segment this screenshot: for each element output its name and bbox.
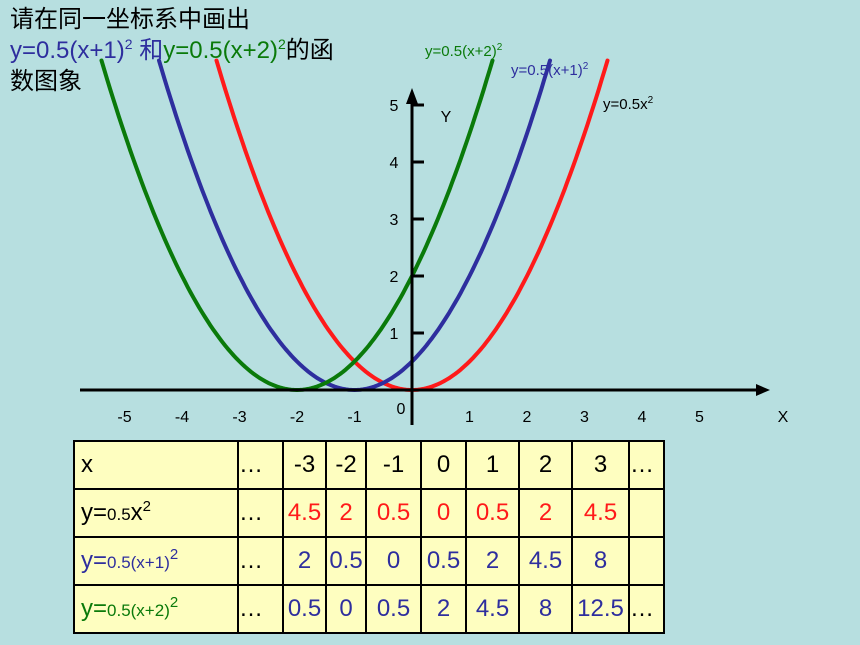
series-label-exponent: 2 <box>647 95 654 106</box>
y-value-cell: 8 <box>571 536 630 586</box>
value-table: x… -3 -2 -1 0 1 2 3… y=0.5x2… 4.5 2 0.5 0 0.5 2 4.5 y=0.… <box>73 440 665 634</box>
statement-line-1: 请在同一坐标系中画出 <box>10 5 250 33</box>
ellipsis-cell: … <box>237 440 284 490</box>
ellipsis-cell: … <box>237 536 284 586</box>
series-label-3: y=0.5(x+2)2 <box>425 42 503 61</box>
y-value-cell: 0 <box>420 488 467 538</box>
ellipsis-cell: … <box>628 584 665 634</box>
x-value-cell: 2 <box>518 440 573 490</box>
y-tick-label: 2 <box>390 269 399 286</box>
function-1-label: y=0.5(x+1) <box>10 37 125 64</box>
row-function-label: y=0.5(x+1)2 <box>73 536 239 586</box>
table-header-row: x… -3 -2 -1 0 1 2 3… <box>73 440 665 490</box>
coordinate-axes <box>80 88 770 425</box>
series-label-2: y=0.5(x+1)2 <box>511 61 589 80</box>
table-row-2: y=0.5(x+1)2… 2 0.5 0 0.5 2 4.5 8 <box>73 536 665 586</box>
y-value-cell: 0.5 <box>365 584 422 634</box>
problem-statement: 请在同一坐标系中画出 y=0.5(x+1)2 和y=0.5(x+2)2的函 数图… <box>10 4 410 97</box>
function-2-label: y=0.5(x+2) <box>163 37 278 64</box>
y-tick-label: 5 <box>390 98 399 115</box>
row-function-label: y=0.5(x+2)2 <box>73 584 239 634</box>
x-tick-label: -3 <box>232 409 246 426</box>
header-x-label: x <box>73 440 239 490</box>
y-value-cell: 2 <box>282 536 327 586</box>
y-value-cell: 0 <box>365 536 422 586</box>
ellipsis-cell: … <box>237 488 284 538</box>
function-1-exponent: 2 <box>124 36 133 52</box>
ellipsis-cell: … <box>237 584 284 634</box>
x-tick-label: -1 <box>347 409 361 426</box>
y-value-cell: 0 <box>325 584 367 634</box>
x-tick-label: -4 <box>175 409 189 426</box>
series-label-exponent: 2 <box>496 42 503 53</box>
y-tick-label: 1 <box>390 326 399 343</box>
x-axis-arrow <box>756 384 770 396</box>
label-variable: x <box>130 499 143 526</box>
y-value-cell: 8 <box>518 584 573 634</box>
statement-line-2: y=0.5(x+1)2 和y=0.5(x+2)2的函 <box>10 35 410 66</box>
y-value-cell: 2 <box>518 488 573 538</box>
y-value-cell: 0.5 <box>420 536 467 586</box>
y-tick-label: 3 <box>390 212 399 229</box>
ellipsis-cell: … <box>628 440 665 490</box>
y-value-cell: 2 <box>420 584 467 634</box>
label-coefficient: 0.5 <box>107 505 131 524</box>
x-tick-label: 1 <box>465 409 474 426</box>
x-value-cell: -2 <box>325 440 367 490</box>
y-value-cell: 4.5 <box>571 488 630 538</box>
x-tick-label: 2 <box>523 409 532 426</box>
statement-line-3: 数图象 <box>10 67 82 95</box>
label-coefficient: 0.5(x+2) <box>107 601 170 620</box>
x-tick-label: 3 <box>580 409 589 426</box>
series-label-text: y=0.5(x+1) <box>511 62 583 79</box>
x-tick-label: 4 <box>638 409 647 426</box>
y-value-cell: 2 <box>465 536 520 586</box>
function-2-exponent: 2 <box>277 36 286 52</box>
parabola-curves <box>99 58 610 392</box>
function-graph: -5 -4 -3 -2 -1 1 2 3 4 5 1 2 3 4 5 0 X Y <box>80 58 789 426</box>
y-axis-arrow <box>406 88 418 104</box>
label-exponent: 2 <box>169 546 179 563</box>
x-value-cell: -3 <box>282 440 327 490</box>
series-line-2 <box>157 58 552 392</box>
x-value-cell: -1 <box>365 440 422 490</box>
y-tick-label: 4 <box>390 155 399 172</box>
series-label-1: y=0.5x2 <box>603 95 654 114</box>
x-value-cell: 0 <box>420 440 467 490</box>
y-value-cell: 4.5 <box>282 488 327 538</box>
ellipsis-cell <box>628 536 665 586</box>
x-tick-label: -5 <box>117 409 131 426</box>
statement-suffix: 的函 <box>285 36 334 64</box>
y-axis-title: Y <box>441 109 452 126</box>
y-value-cell: 4.5 <box>465 584 520 634</box>
y-value-cell: 4.5 <box>518 536 573 586</box>
ellipsis-cell <box>628 488 665 538</box>
label-exponent: 2 <box>169 594 179 611</box>
origin-label: 0 <box>397 401 406 418</box>
y-value-cell: 0.5 <box>465 488 520 538</box>
y-value-cell: 0.5 <box>282 584 327 634</box>
y-value-cell: 0.5 <box>365 488 422 538</box>
table-row-3: y=0.5(x+2)2… 0.5 0 0.5 2 4.5 8 12.5… <box>73 584 665 634</box>
label-coefficient: 0.5(x+1) <box>107 553 170 572</box>
label-prefix: y= <box>81 547 108 574</box>
y-value-cell: 2 <box>325 488 367 538</box>
axis-ticks: -5 -4 -3 -2 -1 1 2 3 4 5 1 2 3 4 5 0 X Y <box>117 98 788 426</box>
series-label-exponent: 2 <box>582 61 589 72</box>
x-tick-label: -2 <box>290 409 304 426</box>
y-value-cell: 12.5 <box>571 584 630 634</box>
series-label-text: y=0.5(x+2) <box>425 43 497 60</box>
x-value-cell: 1 <box>465 440 520 490</box>
x-axis-title: X <box>778 409 789 426</box>
label-exponent: 2 <box>142 498 151 515</box>
x-value-cell: 3 <box>571 440 630 490</box>
row-function-label: y=0.5x2 <box>73 488 239 538</box>
series-label-text: y=0.5x <box>603 96 648 113</box>
table-row-1: y=0.5x2… 4.5 2 0.5 0 0.5 2 4.5 <box>73 488 665 538</box>
label-prefix: y= <box>81 499 108 526</box>
x-tick-label: 5 <box>695 409 704 426</box>
series-line-3 <box>99 58 495 392</box>
label-prefix: y= <box>81 595 108 622</box>
y-value-cell: 0.5 <box>325 536 367 586</box>
